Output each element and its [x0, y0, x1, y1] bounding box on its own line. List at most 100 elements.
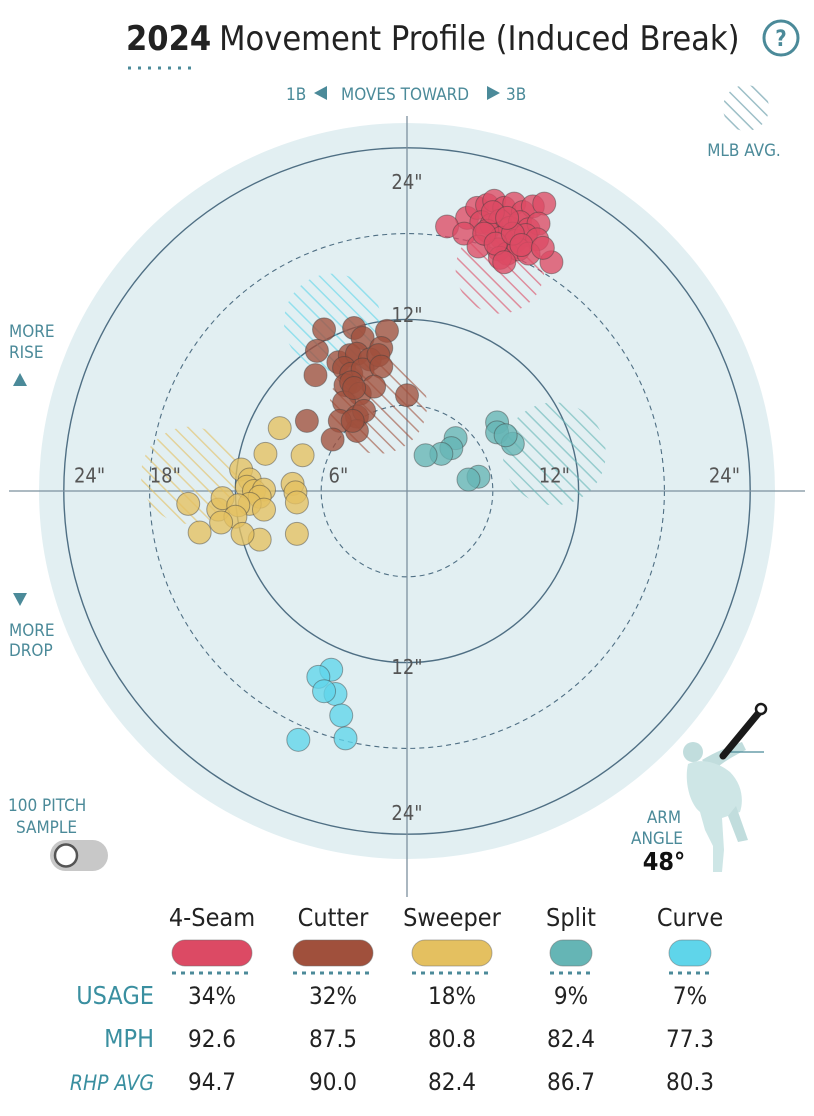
more-drop-label: MORE DROP [9, 593, 55, 661]
pitch-point[interactable] [209, 510, 234, 535]
series-cutter [294, 315, 419, 452]
ring-label: 24" [391, 801, 422, 825]
pitch-point[interactable] [176, 491, 201, 516]
pitch-point[interactable] [267, 416, 292, 441]
pitch-point[interactable] [230, 521, 255, 546]
pitch-point[interactable] [493, 423, 518, 448]
pitch-point[interactable] [340, 408, 365, 433]
pitch-summary-table: 4-Seam 34% 92.6 94.7 Cutter 32% 87.5 90.0 Sweepe… [70, 903, 723, 1096]
pitch-point[interactable] [329, 703, 354, 728]
pitch-point[interactable] [187, 520, 212, 545]
direction-3b-label: 3B [506, 85, 526, 105]
pitch-point[interactable] [342, 376, 367, 401]
usage-value: 9% [554, 982, 588, 1010]
row-label-mph: MPH [104, 1024, 154, 1053]
arm-angle-label-1: ARM [647, 808, 681, 828]
pitch-point[interactable] [530, 235, 555, 260]
pitch-point[interactable] [495, 205, 520, 230]
svg-text:RISE: RISE [9, 343, 44, 363]
toggle-knob [53, 843, 79, 868]
legend-label-cutter: Cutter [298, 903, 369, 932]
legend-swatch-4-seam[interactable] [171, 939, 253, 967]
pitch-point[interactable] [362, 374, 387, 399]
pitch-point[interactable] [284, 490, 309, 515]
mlb-avg-zone-split [502, 402, 606, 506]
pitch-point[interactable] [294, 408, 319, 433]
rhp-avg-value: 86.7 [547, 1068, 595, 1096]
legend-swatch-curve[interactable] [668, 939, 712, 967]
arrow-right-icon [487, 86, 500, 100]
legend-swatch-split[interactable] [549, 939, 593, 967]
legend-label-sweeper: Sweeper [403, 903, 501, 932]
series-sweeper [176, 416, 315, 552]
sample-size-label: 100 PITCH SAMPLE [8, 796, 86, 838]
arrow-left-icon [314, 86, 327, 100]
page-title: 2024 Movement Profile (Induced Break) [126, 19, 740, 59]
pitch-point[interactable] [303, 363, 328, 388]
usage-value: 7% [673, 982, 707, 1010]
ring-label: 12" [391, 655, 422, 679]
pitch-point[interactable] [333, 726, 358, 751]
legend-label-curve: Curve [657, 903, 723, 932]
pitch-point[interactable] [252, 497, 276, 522]
direction-indicator: 1B MOVES TOWARD 3B [286, 85, 526, 105]
direction-1b-label: 1B [286, 85, 306, 105]
usage-value: 18% [428, 982, 476, 1010]
direction-moves-toward-label: MOVES TOWARD [341, 85, 469, 105]
ring-label: 18" [150, 463, 181, 487]
svg-text:SAMPLE: SAMPLE [16, 818, 77, 838]
arm-angle-figure: ARM ANGLE 48° [631, 702, 768, 876]
pitch-point[interactable] [286, 727, 311, 752]
more-rise-label: MORE RISE [9, 322, 55, 386]
pitch-point[interactable] [369, 354, 394, 379]
arrow-down-icon [13, 593, 27, 606]
plot-area: 24" 12" 12" 24" 24" 18" 6" 12" 24" [9, 116, 805, 897]
row-label-rhp-avg: RHP AVG [70, 1071, 154, 1095]
ring-label: 24" [74, 463, 105, 487]
legend-label-4-seam: 4-Seam [169, 903, 255, 932]
mlb-avg-label: MLB AVG. [707, 141, 781, 161]
ring-label: 24" [391, 170, 422, 194]
rhp-avg-value: 80.3 [666, 1068, 714, 1096]
pitch-point[interactable] [253, 441, 278, 466]
mph-value: 92.6 [188, 1025, 236, 1053]
pitch-point[interactable] [312, 317, 337, 342]
ring-label: 12" [391, 303, 422, 327]
rhp-avg-value: 82.4 [428, 1068, 476, 1096]
help-icon: ? [775, 27, 786, 52]
mph-value: 82.4 [547, 1025, 595, 1053]
title-year: 2024 [126, 19, 211, 59]
ring-label: 24" [709, 463, 740, 487]
pitch-point[interactable] [312, 679, 337, 704]
sample-toggle[interactable] [50, 840, 108, 871]
mph-value: 87.5 [309, 1025, 357, 1053]
pitch-point[interactable] [395, 383, 419, 408]
usage-value: 34% [188, 982, 236, 1010]
pitch-point[interactable] [320, 427, 345, 452]
ring-label: 6" [329, 463, 349, 487]
rhp-avg-value: 90.0 [309, 1068, 357, 1096]
pitch-point[interactable] [509, 233, 534, 258]
series-4-seam [435, 188, 564, 275]
arrow-up-icon [13, 373, 27, 386]
pitch-point[interactable] [304, 338, 329, 363]
series-curve [286, 657, 358, 752]
pitch-point[interactable] [290, 443, 315, 468]
pitch-point[interactable] [532, 191, 557, 216]
usage-value: 32% [309, 982, 357, 1010]
pitch-point[interactable] [456, 467, 481, 492]
legend-swatch-cutter[interactable] [292, 939, 374, 967]
svg-text:DROP: DROP [9, 641, 53, 661]
legend-label-split: Split [546, 903, 596, 932]
svg-text:MORE: MORE [9, 322, 55, 342]
arm-angle-value: 48° [643, 847, 686, 876]
pitch-point[interactable] [413, 443, 438, 468]
mph-value: 77.3 [666, 1025, 714, 1053]
help-button[interactable]: ? [762, 19, 800, 57]
legend-swatch-sweeper[interactable] [411, 939, 493, 967]
mph-value: 80.8 [428, 1025, 476, 1053]
pitch-point[interactable] [284, 521, 309, 546]
pitch-point[interactable] [492, 250, 517, 275]
rhp-avg-value: 94.7 [188, 1068, 236, 1096]
